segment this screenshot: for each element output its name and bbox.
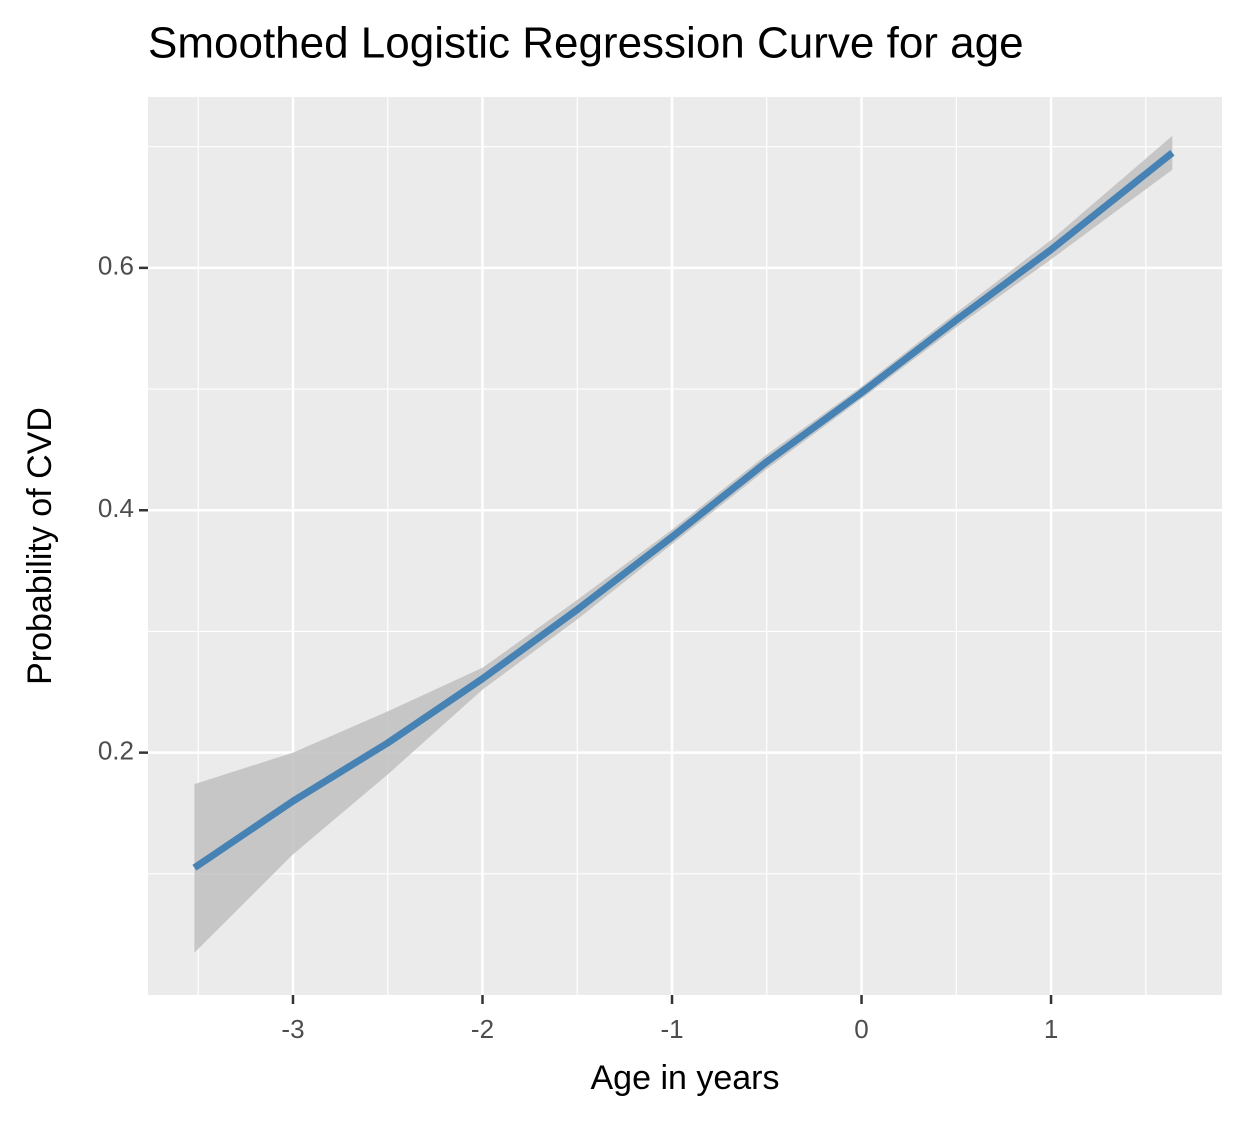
y-tick-label: 0.6: [98, 251, 134, 281]
x-tick-label: 0: [854, 1014, 868, 1044]
x-tick-label: -2: [471, 1014, 494, 1044]
fit-line: [192, 150, 1175, 871]
chart-title: Smoothed Logistic Regression Curve for a…: [148, 19, 1024, 68]
x-axis-title: Age in years: [591, 1059, 780, 1097]
y-tick-label: 0.4: [98, 493, 134, 523]
x-tick-label: -1: [660, 1014, 683, 1044]
x-tick-label: -3: [281, 1014, 304, 1044]
y-axis-title: Probability of CVD: [21, 407, 59, 685]
y-tick-label: 0.2: [98, 735, 134, 765]
x-tick-label: 1: [1044, 1014, 1058, 1044]
